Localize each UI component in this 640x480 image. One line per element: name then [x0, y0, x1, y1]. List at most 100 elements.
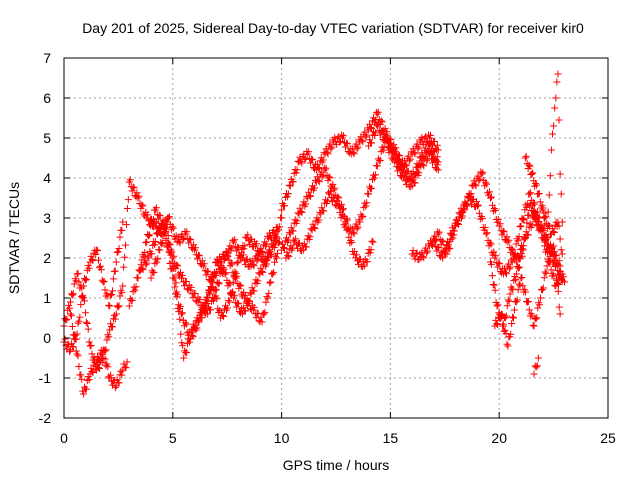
data-point-interp — [320, 207, 328, 215]
data-point-interp — [516, 223, 524, 231]
data-point-interp — [499, 320, 507, 328]
data-point-interp — [152, 219, 160, 227]
data-point-interp — [108, 287, 116, 295]
data-point-interp — [107, 371, 115, 379]
data-point-interp — [446, 244, 454, 252]
data-point-interp — [231, 274, 239, 282]
data-point-interp — [130, 184, 138, 192]
data-point-interp — [298, 208, 306, 216]
data-point-interp — [276, 223, 284, 231]
data-point-interp — [501, 326, 509, 334]
data-point-interp — [128, 296, 136, 304]
data-point-interp — [181, 319, 189, 327]
data-point-interp — [536, 301, 544, 309]
data-point-interp — [139, 202, 147, 210]
data-point — [537, 294, 545, 302]
data-point — [334, 202, 342, 210]
data-point-interp — [379, 146, 387, 154]
data-point-interp — [66, 348, 74, 356]
data-point-interp — [428, 242, 436, 250]
data-point-interp — [257, 264, 265, 272]
data-point-interp — [123, 205, 131, 213]
x-tick-label: 20 — [491, 430, 507, 446]
data-point-interp — [98, 351, 106, 359]
data-point — [532, 214, 540, 222]
data-point-interp — [503, 340, 511, 348]
data-point-interp — [244, 231, 252, 239]
data-point-interp — [72, 335, 80, 343]
data-point-interp — [541, 242, 549, 250]
data-point-interp — [156, 212, 164, 220]
data-point-interp — [523, 203, 531, 211]
data-point-interp — [82, 385, 90, 393]
data-point-interp — [260, 310, 268, 318]
data-point-interp — [165, 240, 173, 248]
y-tick-label: -1 — [39, 370, 52, 386]
data-point-interp — [168, 258, 176, 266]
data-point-interp — [78, 293, 86, 301]
data-point-interp — [478, 214, 486, 222]
data-point-interp — [331, 134, 339, 142]
data-point-interp — [173, 293, 181, 301]
data-point-interp — [155, 211, 163, 219]
data-point-interp — [402, 180, 410, 188]
data-point — [510, 306, 518, 314]
data-point-interp — [411, 179, 419, 187]
data-point-interp — [370, 174, 378, 182]
data-point-interp — [526, 162, 534, 170]
data-point-interp — [250, 287, 258, 295]
data-point-interp — [140, 253, 148, 261]
data-point — [534, 190, 542, 198]
data-point-interp — [162, 227, 170, 235]
data-point-interp — [145, 232, 153, 240]
data-point-interp — [196, 295, 204, 303]
data-point-interp — [237, 282, 245, 290]
data-point-interp — [503, 302, 511, 310]
data-point-interp — [156, 228, 164, 236]
data-point — [373, 110, 381, 118]
data-point-interp — [302, 200, 310, 208]
data-point-interp — [521, 234, 529, 242]
data-point-interp — [530, 199, 538, 207]
data-point-interp — [479, 169, 487, 177]
data-point — [106, 302, 114, 310]
data-point-interp — [528, 221, 536, 229]
data-point-interp — [374, 120, 382, 128]
data-point-interp — [267, 248, 275, 256]
data-point-interp — [520, 236, 528, 244]
data-point-interp — [318, 173, 326, 181]
data-point-interp — [524, 297, 532, 305]
data-point — [493, 302, 501, 310]
data-point-interp — [270, 268, 278, 276]
data-point — [508, 258, 516, 266]
series-track-17 — [539, 70, 566, 242]
data-point-interp — [152, 204, 160, 212]
data-point-interp — [324, 197, 332, 205]
data-point — [286, 182, 294, 190]
data-point-interp — [514, 237, 522, 245]
data-point-interp — [75, 362, 83, 370]
data-point-interp — [343, 216, 351, 224]
data-point-interp — [354, 223, 362, 231]
x-tick-label: 0 — [60, 430, 68, 446]
data-point-interp — [121, 363, 129, 371]
y-tick-label: 3 — [43, 210, 51, 226]
data-point — [73, 270, 81, 278]
data-point-interp — [148, 219, 156, 227]
data-point-interp — [349, 148, 357, 156]
data-point-interp — [186, 235, 194, 243]
data-point-interp — [458, 207, 466, 215]
data-point-interp — [527, 200, 535, 208]
data-point-interp — [522, 152, 530, 160]
data-point-interp — [326, 187, 334, 195]
data-point-interp — [343, 140, 351, 148]
data-point-interp — [420, 254, 428, 262]
data-point-interp — [196, 308, 204, 316]
data-point-interp — [493, 320, 501, 328]
data-point-interp — [509, 314, 517, 322]
data-point-interp — [207, 306, 215, 314]
data-point-interp — [75, 317, 83, 325]
data-point-interp — [223, 304, 231, 312]
data-point-interp — [236, 281, 244, 289]
data-point-interp — [229, 278, 237, 286]
